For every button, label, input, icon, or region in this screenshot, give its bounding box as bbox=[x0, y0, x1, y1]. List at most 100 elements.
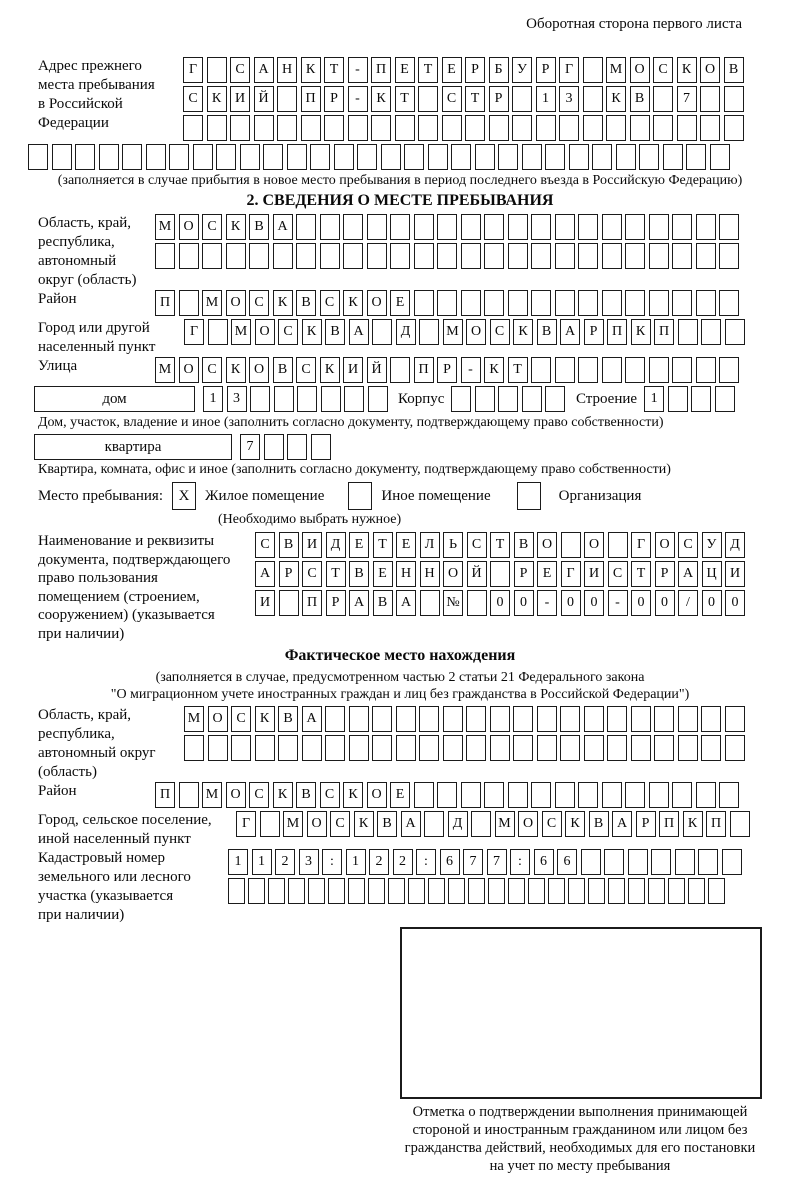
char-cell[interactable]: А bbox=[253, 57, 274, 83]
char-cell[interactable] bbox=[484, 290, 504, 316]
char-cell[interactable]: К bbox=[254, 706, 275, 732]
char-cell[interactable]: Е bbox=[537, 561, 557, 587]
char-cell[interactable]: : bbox=[416, 849, 436, 875]
char-cell[interactable]: П bbox=[155, 290, 175, 316]
char-cell[interactable] bbox=[348, 706, 369, 732]
char-cell[interactable] bbox=[273, 386, 294, 412]
char-cell[interactable]: О bbox=[537, 532, 557, 558]
char-cell[interactable] bbox=[628, 878, 645, 904]
char-cell[interactable] bbox=[207, 735, 228, 761]
char-cell[interactable] bbox=[297, 386, 317, 412]
char-cell[interactable] bbox=[366, 243, 387, 269]
char-cell[interactable]: 7 bbox=[240, 434, 260, 460]
checkbox-zhiloe[interactable]: X bbox=[172, 482, 196, 510]
char-cell[interactable]: П bbox=[300, 86, 321, 112]
char-cell[interactable]: С bbox=[230, 57, 250, 83]
char-cell[interactable]: В bbox=[249, 214, 269, 240]
char-cell[interactable] bbox=[419, 706, 439, 732]
char-cell[interactable] bbox=[672, 782, 692, 808]
char-cell[interactable]: О bbox=[207, 706, 228, 732]
char-cell[interactable]: Д bbox=[395, 319, 416, 345]
char-cell[interactable]: И bbox=[302, 532, 322, 558]
char-cell[interactable]: 3 bbox=[559, 86, 579, 112]
char-cell[interactable] bbox=[507, 214, 528, 240]
char-cell[interactable] bbox=[357, 144, 377, 170]
char-cell[interactable]: С bbox=[319, 782, 340, 808]
char-cell[interactable] bbox=[695, 243, 716, 269]
char-cell[interactable] bbox=[418, 86, 438, 112]
char-cell[interactable] bbox=[513, 735, 533, 761]
char-cell[interactable]: 1 bbox=[345, 849, 366, 875]
char-cell[interactable]: О bbox=[466, 319, 486, 345]
char-cell[interactable] bbox=[554, 782, 575, 808]
char-cell[interactable] bbox=[672, 290, 692, 316]
char-cell[interactable]: К bbox=[565, 811, 585, 837]
char-cell[interactable]: К bbox=[676, 57, 697, 83]
char-cell[interactable] bbox=[548, 878, 565, 904]
char-cell[interactable]: И bbox=[255, 590, 275, 616]
char-cell[interactable] bbox=[672, 357, 692, 383]
char-cell[interactable]: : bbox=[322, 849, 342, 875]
char-cell[interactable] bbox=[460, 214, 481, 240]
char-cell[interactable] bbox=[512, 86, 532, 112]
char-cell[interactable]: Г bbox=[236, 811, 256, 837]
char-cell[interactable]: № bbox=[443, 590, 463, 616]
char-cell[interactable]: П bbox=[413, 357, 434, 383]
char-cell[interactable]: А bbox=[301, 706, 322, 732]
char-cell[interactable]: С bbox=[607, 561, 628, 587]
char-cell[interactable] bbox=[413, 243, 434, 269]
char-cell[interactable]: Д bbox=[447, 811, 468, 837]
char-cell[interactable]: Т bbox=[324, 57, 344, 83]
char-cell[interactable] bbox=[560, 532, 581, 558]
char-cell[interactable]: О bbox=[178, 214, 199, 240]
char-cell[interactable] bbox=[498, 386, 519, 412]
char-cell[interactable]: О bbox=[700, 57, 720, 83]
char-cell[interactable] bbox=[308, 878, 325, 904]
char-cell[interactable] bbox=[554, 214, 575, 240]
char-cell[interactable]: С bbox=[202, 214, 222, 240]
char-cell[interactable] bbox=[578, 243, 598, 269]
char-cell[interactable]: К bbox=[513, 319, 533, 345]
char-cell[interactable] bbox=[708, 878, 725, 904]
char-cell[interactable]: 0 bbox=[560, 590, 581, 616]
char-cell[interactable] bbox=[560, 735, 580, 761]
char-cell[interactable]: М bbox=[184, 706, 204, 732]
char-cell[interactable] bbox=[278, 735, 298, 761]
char-cell[interactable] bbox=[372, 735, 392, 761]
char-cell[interactable]: 3 bbox=[226, 386, 247, 412]
char-cell[interactable]: 3 bbox=[298, 849, 319, 875]
char-cell[interactable] bbox=[324, 115, 344, 141]
char-cell[interactable] bbox=[531, 214, 551, 240]
char-cell[interactable] bbox=[296, 214, 316, 240]
char-cell[interactable]: К bbox=[682, 811, 703, 837]
char-cell[interactable] bbox=[719, 243, 739, 269]
char-cell[interactable]: 6 bbox=[439, 849, 460, 875]
char-cell[interactable]: Й bbox=[466, 561, 487, 587]
char-cell[interactable]: Е bbox=[394, 57, 415, 83]
char-cell[interactable]: 1 bbox=[644, 386, 665, 412]
char-cell[interactable] bbox=[701, 706, 721, 732]
char-cell[interactable] bbox=[277, 115, 297, 141]
char-cell[interactable] bbox=[419, 735, 439, 761]
char-cell[interactable] bbox=[325, 735, 345, 761]
char-cell[interactable] bbox=[333, 144, 354, 170]
char-cell[interactable]: С bbox=[489, 319, 510, 345]
char-cell[interactable] bbox=[604, 849, 624, 875]
char-cell[interactable] bbox=[296, 243, 316, 269]
char-cell[interactable] bbox=[630, 735, 651, 761]
char-cell[interactable] bbox=[719, 357, 739, 383]
char-cell[interactable]: О bbox=[254, 319, 275, 345]
char-cell[interactable] bbox=[319, 214, 340, 240]
char-cell[interactable] bbox=[668, 878, 685, 904]
char-cell[interactable]: О bbox=[306, 811, 327, 837]
char-cell[interactable]: С bbox=[466, 532, 487, 558]
char-cell[interactable] bbox=[460, 243, 481, 269]
char-cell[interactable] bbox=[371, 115, 391, 141]
char-cell[interactable]: П bbox=[706, 811, 726, 837]
char-cell[interactable] bbox=[248, 878, 265, 904]
char-cell[interactable] bbox=[51, 144, 72, 170]
char-cell[interactable]: С bbox=[441, 86, 462, 112]
char-cell[interactable] bbox=[601, 357, 622, 383]
char-cell[interactable] bbox=[437, 290, 457, 316]
char-cell[interactable] bbox=[639, 144, 659, 170]
